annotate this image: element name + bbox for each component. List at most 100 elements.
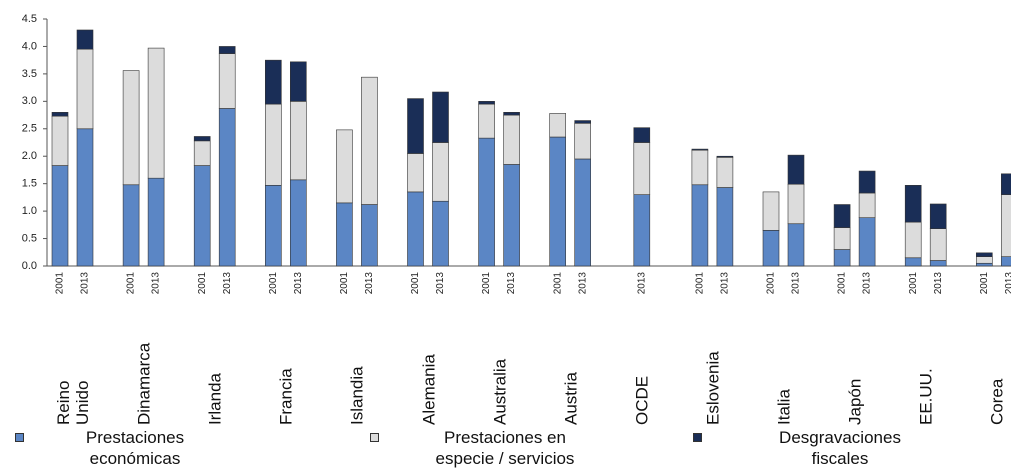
group-label: Italia	[774, 389, 794, 425]
bar-segment	[264, 185, 282, 267]
bar-segment	[762, 191, 780, 231]
bar-segment	[407, 153, 424, 193]
x-tick-label: 2001	[197, 272, 208, 295]
y-tick-label: 3.5	[22, 68, 37, 80]
bar-segment	[76, 48, 94, 130]
legend-key	[693, 433, 702, 442]
bar-segment	[76, 128, 94, 267]
bar-segment	[147, 47, 165, 179]
bar-segment	[716, 155, 734, 158]
bar-segment	[787, 223, 805, 267]
x-tick-label: 2013	[577, 272, 588, 295]
bar-segment	[361, 76, 378, 205]
group-label: Alemania	[419, 354, 438, 425]
legend-label: Prestaciones económicas	[85, 428, 185, 468]
bar-segment	[264, 59, 282, 105]
group-label: Reino Unido	[54, 380, 92, 425]
bar-segment	[432, 200, 449, 267]
x-tick-label: 2001	[55, 272, 66, 295]
x-tick-label: 2013	[80, 272, 91, 295]
bar-segment	[833, 227, 851, 250]
bar-segment	[51, 115, 69, 166]
bar-segment	[904, 221, 922, 259]
bar-segment	[264, 103, 282, 186]
y-tick-label: 2.5	[22, 123, 37, 135]
legend-label: Desgravaciones fiscales	[779, 428, 901, 468]
bar-segment	[336, 129, 353, 204]
group-label: Australia	[490, 358, 510, 425]
x-tick-label: 2001	[837, 272, 848, 295]
bar-segment	[147, 177, 165, 267]
bar-segment	[478, 137, 495, 267]
x-tick-label: 2013	[636, 272, 647, 295]
x-tick-label: 2001	[126, 272, 137, 295]
group-label: Japón	[845, 378, 865, 425]
x-tick-label: 2013	[151, 272, 162, 295]
bar-segment	[574, 158, 592, 267]
group-label: Dinamarca	[134, 342, 154, 425]
y-tick-label: 3.0	[22, 95, 37, 107]
bar-segment	[122, 184, 140, 267]
bar-segment	[904, 257, 922, 267]
bar-segment	[218, 53, 236, 109]
bar-segment	[858, 170, 876, 194]
bar-segment	[218, 46, 236, 54]
group-label: Irlanda	[205, 373, 225, 425]
bar-segment	[929, 203, 947, 229]
bar-segment	[633, 194, 651, 267]
bar-segment	[762, 230, 780, 267]
bar-segment	[975, 262, 993, 267]
bar-segment	[289, 61, 307, 102]
group-label: EE.UU.	[916, 368, 936, 425]
group-label: Corea	[987, 378, 1007, 425]
bar-segment	[904, 185, 922, 223]
bar-segment	[691, 184, 709, 267]
x-tick-label: 2001	[339, 272, 350, 295]
bar-segment	[929, 260, 947, 267]
x-tick-label: 2013	[293, 272, 304, 295]
bar-segment	[503, 112, 520, 116]
x-tick-label: 2013	[364, 272, 375, 295]
y-tick-label: 0.5	[22, 232, 37, 244]
bar-segment	[218, 108, 236, 267]
bar-segment	[193, 136, 211, 142]
x-tick-label: 2013	[222, 272, 233, 295]
bar-segment	[289, 101, 307, 181]
bar-segment	[503, 164, 520, 267]
x-tick-label: 2001	[766, 272, 777, 295]
bar-segment	[787, 183, 805, 225]
bar-segment	[336, 202, 353, 267]
bar-segment	[1000, 194, 1011, 257]
bar-segment	[716, 187, 734, 267]
y-tick-label: 1.5	[22, 178, 37, 190]
group-label: Islandia	[347, 366, 367, 425]
y-tick-label: 2.0	[22, 150, 37, 162]
y-tick-label: 1.0	[22, 205, 37, 217]
bar-segment	[691, 148, 709, 151]
bar-segment	[633, 142, 651, 195]
bar-segment	[193, 140, 211, 166]
x-tick-label: 2013	[506, 272, 517, 295]
bar-segment	[929, 228, 947, 261]
x-tick-label: 2001	[908, 272, 919, 295]
x-tick-label: 2001	[268, 272, 279, 295]
bar-segment	[289, 179, 307, 267]
x-tick-label: 2001	[979, 272, 990, 295]
x-tick-label: 2001	[695, 272, 706, 295]
x-tick-label: 2013	[720, 272, 731, 295]
bar-segment	[574, 120, 592, 124]
legend-key	[370, 433, 379, 442]
bar-segment	[193, 165, 211, 267]
bar-segment	[407, 191, 424, 267]
bar-segment	[76, 29, 94, 50]
bar-segment	[122, 70, 140, 186]
bar-segment	[787, 154, 805, 185]
bar-segment	[549, 136, 567, 267]
x-tick-label: 2013	[1004, 272, 1011, 295]
bar-segment	[51, 112, 69, 117]
bar-segment	[51, 165, 69, 267]
legend-key	[15, 433, 24, 442]
bar-segment	[858, 217, 876, 267]
bar-segment	[407, 98, 424, 154]
